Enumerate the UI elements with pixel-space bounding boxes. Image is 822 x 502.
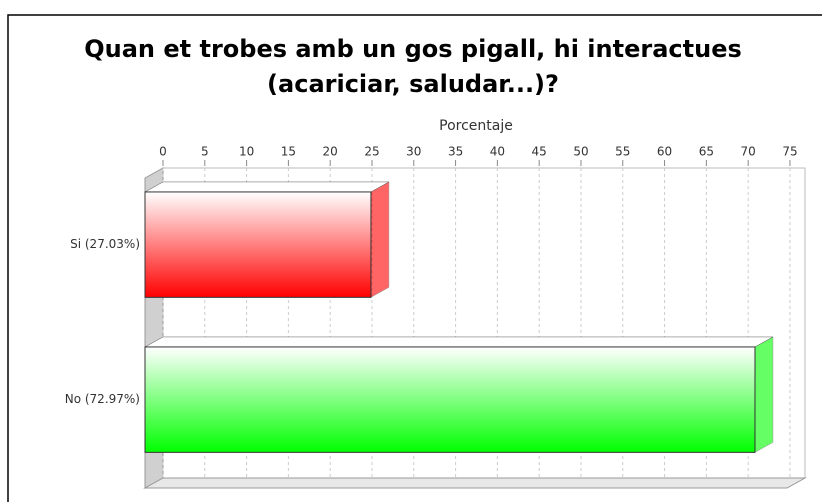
y-tick-label: Si (27.03%) xyxy=(70,237,140,251)
x-tick-label: 10 xyxy=(239,145,254,159)
bar-top xyxy=(144,336,774,348)
x-axis-label: Porcentaje xyxy=(439,118,513,134)
chart-title: Quan et trobes amb un gos pigall, hi int… xyxy=(84,35,742,98)
y-tick-label: No (72.97%) xyxy=(65,392,140,406)
x-tick-label: 75 xyxy=(782,145,797,159)
bar xyxy=(144,346,756,453)
x-tick-label: 5 xyxy=(201,145,209,159)
x-tick-label: 15 xyxy=(281,145,296,159)
x-tick-label: 65 xyxy=(699,145,714,159)
bar xyxy=(144,191,372,298)
x-tick-label: 0 xyxy=(159,145,167,159)
bar-side xyxy=(754,336,774,453)
x-tick-label: 40 xyxy=(490,145,505,159)
x-tick-label: 35 xyxy=(448,145,463,159)
plot-floor xyxy=(143,477,807,489)
bar-top xyxy=(144,181,390,193)
x-tick-label: 50 xyxy=(573,145,588,159)
x-tick-label: 25 xyxy=(364,145,379,159)
x-tick-label: 70 xyxy=(741,145,756,159)
x-tick-label: 30 xyxy=(406,145,421,159)
x-tick-label: 60 xyxy=(657,145,672,159)
bar-side xyxy=(370,181,390,298)
x-tick-label: 45 xyxy=(532,145,547,159)
x-tick-label: 20 xyxy=(323,145,338,159)
x-tick-label: 55 xyxy=(615,145,630,159)
